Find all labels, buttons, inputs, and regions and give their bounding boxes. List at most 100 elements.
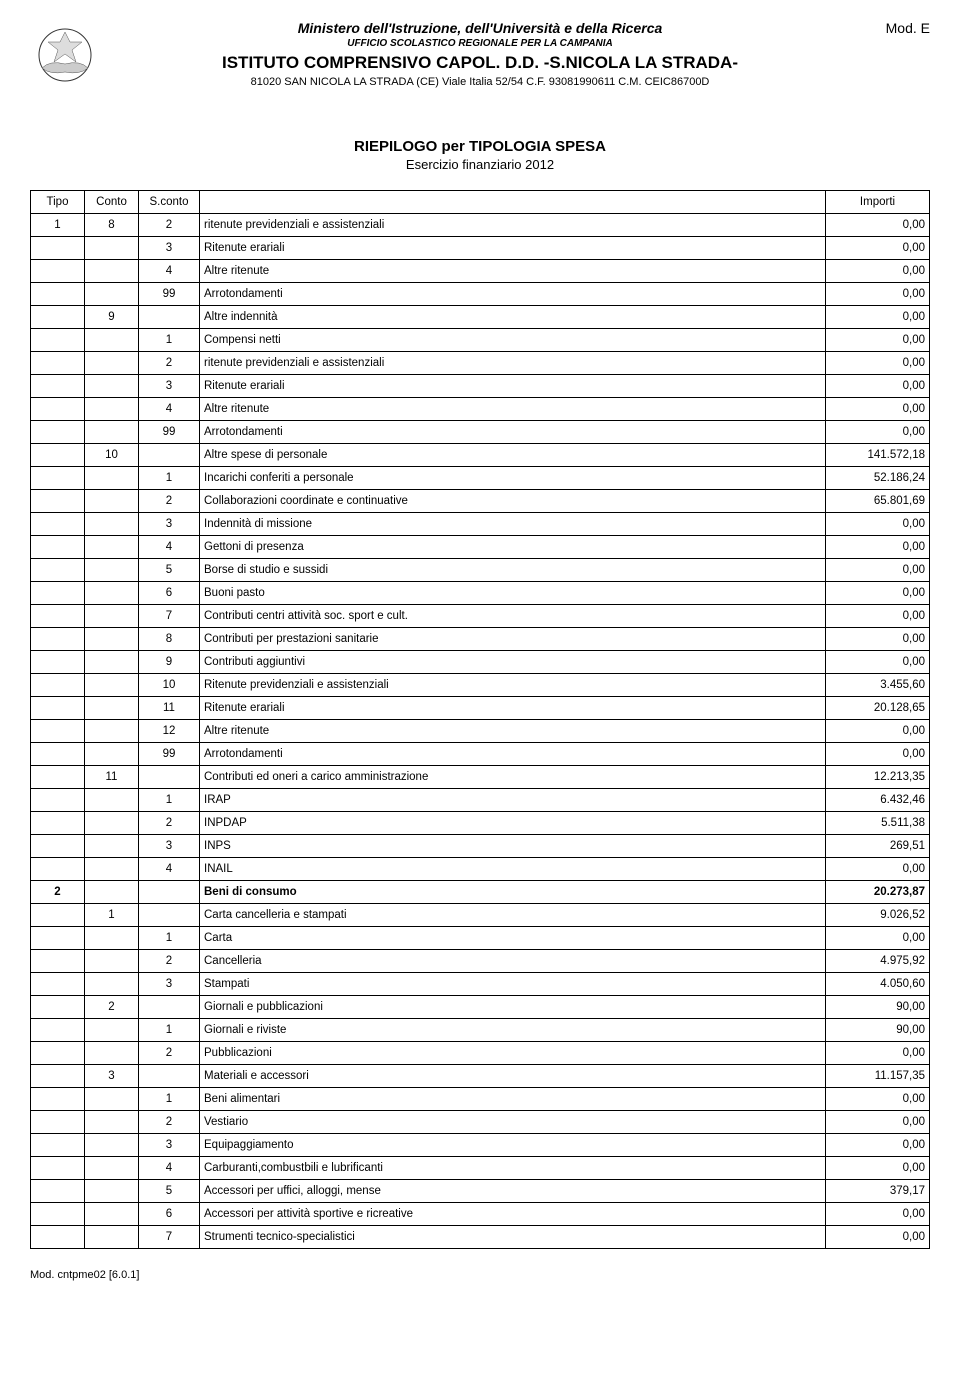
cell-tipo bbox=[31, 858, 85, 881]
cell-tipo bbox=[31, 1134, 85, 1157]
cell-desc: Contributi ed oneri a carico amministraz… bbox=[200, 766, 826, 789]
cell-desc: Carta bbox=[200, 927, 826, 950]
cell-desc: Giornali e pubblicazioni bbox=[200, 996, 826, 1019]
table-row: 1Carta0,00 bbox=[31, 927, 930, 950]
cell-importi: 11.157,35 bbox=[826, 1065, 930, 1088]
office-line: UFFICIO SCOLASTICO REGIONALE PER LA CAMP… bbox=[30, 38, 930, 49]
cell-sconto: 99 bbox=[139, 421, 200, 444]
cell-tipo: 1 bbox=[31, 214, 85, 237]
cell-importi: 0,00 bbox=[826, 214, 930, 237]
cell-conto bbox=[85, 950, 139, 973]
cell-tipo bbox=[31, 467, 85, 490]
cell-tipo bbox=[31, 743, 85, 766]
cell-conto: 9 bbox=[85, 306, 139, 329]
cell-conto bbox=[85, 1019, 139, 1042]
cell-conto bbox=[85, 835, 139, 858]
cell-conto bbox=[85, 536, 139, 559]
cell-tipo bbox=[31, 1019, 85, 1042]
cell-conto bbox=[85, 1180, 139, 1203]
address-line: 81020 SAN NICOLA LA STRADA (CE) Viale It… bbox=[30, 76, 930, 88]
cell-tipo bbox=[31, 352, 85, 375]
cell-desc: Incarichi conferiti a personale bbox=[200, 467, 826, 490]
table-row: 4Altre ritenute0,00 bbox=[31, 398, 930, 421]
cell-sconto: 2 bbox=[139, 1042, 200, 1065]
cell-importi: 4.975,92 bbox=[826, 950, 930, 973]
cell-importi: 0,00 bbox=[826, 260, 930, 283]
cell-importi: 0,00 bbox=[826, 582, 930, 605]
table-row: 6Accessori per attività sportive e ricre… bbox=[31, 1203, 930, 1226]
cell-conto bbox=[85, 1134, 139, 1157]
cell-tipo bbox=[31, 329, 85, 352]
cell-conto bbox=[85, 490, 139, 513]
cell-sconto: 4 bbox=[139, 536, 200, 559]
cell-desc: Carta cancelleria e stampati bbox=[200, 904, 826, 927]
cell-desc: Contributi aggiuntivi bbox=[200, 651, 826, 674]
cell-sconto: 2 bbox=[139, 1111, 200, 1134]
table-row: 2Pubblicazioni0,00 bbox=[31, 1042, 930, 1065]
header-block: Mod. E Ministero dell'Istruzione, dell'U… bbox=[30, 20, 930, 88]
cell-desc: Altre ritenute bbox=[200, 260, 826, 283]
cell-conto bbox=[85, 1226, 139, 1249]
cell-importi: 5.511,38 bbox=[826, 812, 930, 835]
cell-importi: 141.572,18 bbox=[826, 444, 930, 467]
cell-desc: INPS bbox=[200, 835, 826, 858]
cell-sconto: 12 bbox=[139, 720, 200, 743]
table-row: 5Accessori per uffici, alloggi, mense379… bbox=[31, 1180, 930, 1203]
cell-conto bbox=[85, 812, 139, 835]
table-row: 4INAIL0,00 bbox=[31, 858, 930, 881]
table-row: 2Vestiario0,00 bbox=[31, 1111, 930, 1134]
cell-conto bbox=[85, 329, 139, 352]
cell-importi: 3.455,60 bbox=[826, 674, 930, 697]
cell-desc: Stampati bbox=[200, 973, 826, 996]
cell-sconto: 8 bbox=[139, 628, 200, 651]
cell-tipo bbox=[31, 260, 85, 283]
cell-conto bbox=[85, 559, 139, 582]
cell-desc: Strumenti tecnico-specialistici bbox=[200, 1226, 826, 1249]
cell-sconto: 6 bbox=[139, 1203, 200, 1226]
cell-tipo bbox=[31, 927, 85, 950]
cell-sconto: 1 bbox=[139, 467, 200, 490]
cell-importi: 20.128,65 bbox=[826, 697, 930, 720]
cell-desc: Materiali e accessori bbox=[200, 1065, 826, 1088]
cell-desc: Equipaggiamento bbox=[200, 1134, 826, 1157]
header-conto: Conto bbox=[85, 191, 139, 214]
cell-desc: Pubblicazioni bbox=[200, 1042, 826, 1065]
cell-desc: Arrotondamenti bbox=[200, 421, 826, 444]
table-row: 99Arrotondamenti0,00 bbox=[31, 743, 930, 766]
table-row: 2INPDAP5.511,38 bbox=[31, 812, 930, 835]
cell-importi: 20.273,87 bbox=[826, 881, 930, 904]
cell-tipo bbox=[31, 674, 85, 697]
cell-importi: 0,00 bbox=[826, 421, 930, 444]
table-row: 11Ritenute erariali20.128,65 bbox=[31, 697, 930, 720]
table-row: 3Materiali e accessori11.157,35 bbox=[31, 1065, 930, 1088]
cell-tipo bbox=[31, 697, 85, 720]
cell-conto: 2 bbox=[85, 996, 139, 1019]
cell-conto bbox=[85, 674, 139, 697]
report-title: RIEPILOGO per TIPOLOGIA SPESA bbox=[30, 138, 930, 155]
cell-conto bbox=[85, 651, 139, 674]
ministry-line: Ministero dell'Istruzione, dell'Universi… bbox=[30, 20, 930, 36]
cell-tipo bbox=[31, 398, 85, 421]
table-row: 1Incarichi conferiti a personale52.186,2… bbox=[31, 467, 930, 490]
cell-importi: 0,00 bbox=[826, 513, 930, 536]
cell-tipo bbox=[31, 582, 85, 605]
table-row: 4Altre ritenute0,00 bbox=[31, 260, 930, 283]
mod-label: Mod. E bbox=[886, 20, 930, 36]
table-row: 4Gettoni di presenza0,00 bbox=[31, 536, 930, 559]
cell-conto bbox=[85, 467, 139, 490]
cell-sconto bbox=[139, 904, 200, 927]
cell-tipo bbox=[31, 513, 85, 536]
cell-sconto: 4 bbox=[139, 260, 200, 283]
cell-importi: 0,00 bbox=[826, 559, 930, 582]
cell-importi: 0,00 bbox=[826, 927, 930, 950]
cell-importi: 0,00 bbox=[826, 1203, 930, 1226]
cell-conto bbox=[85, 881, 139, 904]
cell-sconto: 4 bbox=[139, 858, 200, 881]
table-row: 3Equipaggiamento0,00 bbox=[31, 1134, 930, 1157]
cell-tipo bbox=[31, 904, 85, 927]
cell-importi: 90,00 bbox=[826, 1019, 930, 1042]
cell-conto: 11 bbox=[85, 766, 139, 789]
cell-conto: 8 bbox=[85, 214, 139, 237]
cell-tipo bbox=[31, 237, 85, 260]
cell-importi: 12.213,35 bbox=[826, 766, 930, 789]
